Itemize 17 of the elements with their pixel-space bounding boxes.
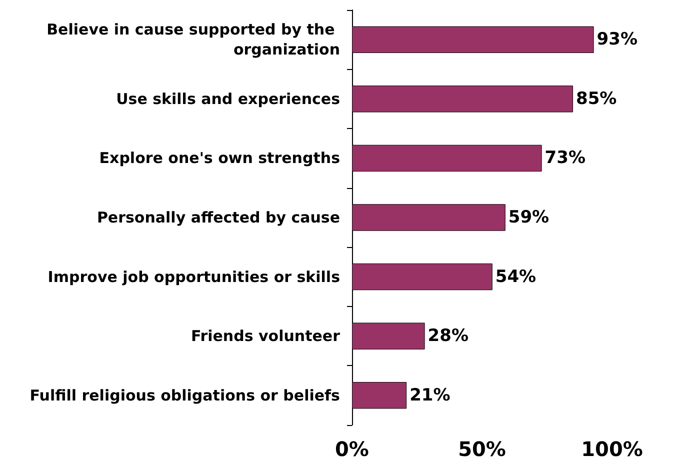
data-label: 59%	[508, 208, 550, 228]
data-label: 93%	[596, 30, 638, 50]
y-tick-label: Improve job opportunities or skills	[48, 268, 340, 286]
data-label: 28%	[428, 326, 469, 346]
y-tick-label: Personally affected by cause	[96, 208, 340, 226]
y-tick-label: Friends volunteer	[190, 327, 341, 346]
y-tick-label: Fulfill religious obligations or beliefs	[30, 386, 340, 404]
y-tick-label: Explore one's own strengths	[99, 149, 340, 168]
data-label: 73%	[544, 148, 586, 168]
y-tick-label: Believe in cause supported by the organization	[46, 20, 340, 59]
y-tick-label: Use skills and experiences	[116, 90, 340, 108]
data-label: 54%	[495, 266, 536, 287]
data-label: 21%	[410, 385, 450, 406]
x-tick-label: 50%	[458, 437, 506, 461]
x-tick-label: 0%	[335, 437, 369, 461]
data-label: 85%	[576, 88, 617, 109]
x-tick-label: 100%	[581, 437, 643, 461]
